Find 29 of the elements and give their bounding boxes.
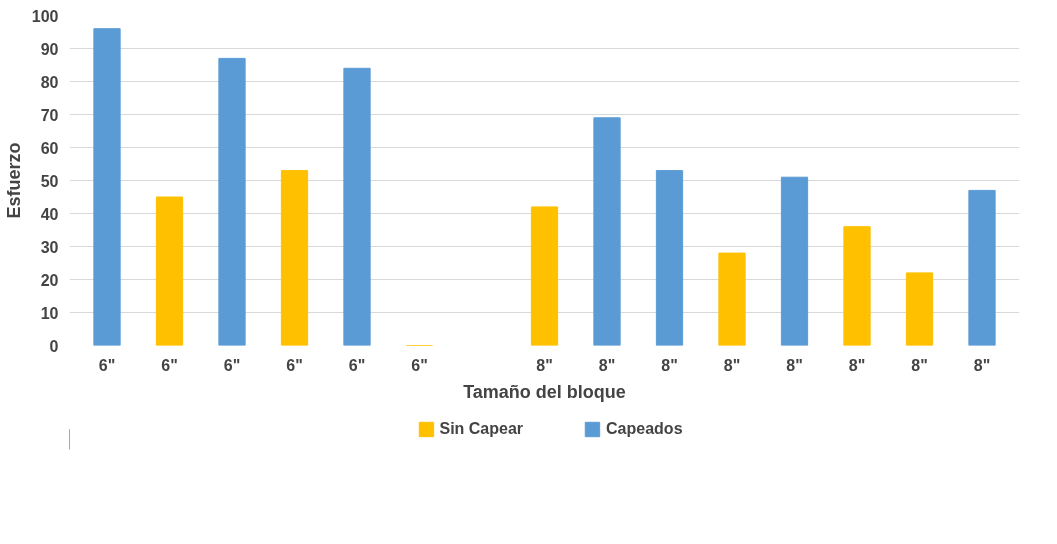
x-tick-label: 6" xyxy=(98,356,116,374)
x-tick-label: 8" xyxy=(973,356,991,374)
y-tick-label: 90 xyxy=(40,40,59,58)
x-tick-label: 6" xyxy=(348,356,366,374)
y-tick-label: 30 xyxy=(40,238,59,256)
x-tick-label: 6" xyxy=(223,356,241,374)
y-tick-label: 70 xyxy=(40,106,59,124)
x-tick-label: 8" xyxy=(723,356,741,374)
y-tick-label: 60 xyxy=(40,139,59,157)
y-tick-label: 80 xyxy=(40,73,59,91)
legend-label: Sin Capear xyxy=(439,420,524,438)
y-axis-title: Esfuerzo xyxy=(3,142,24,219)
y-tick-label: 40 xyxy=(40,205,59,223)
legend-label: Capeados xyxy=(606,420,683,438)
x-axis-title: Tamaño del bloque xyxy=(463,381,626,402)
x-tick-label: 8" xyxy=(661,356,678,374)
y-tick-label: 50 xyxy=(40,172,59,190)
x-tick-label: 8" xyxy=(598,356,616,374)
x-tick-label: 8" xyxy=(786,356,803,374)
y-tick-label: 0 xyxy=(49,337,59,355)
x-tick-label: 6" xyxy=(161,356,178,374)
x-tick-label: 8" xyxy=(911,356,928,374)
x-tick-label: 6" xyxy=(411,356,428,374)
y-tick-label: 20 xyxy=(40,271,59,289)
x-tick-label: 8" xyxy=(848,356,866,374)
x-tick-label: 8" xyxy=(536,356,553,374)
x-tick-label: 6" xyxy=(286,356,303,374)
y-tick-label: 10 xyxy=(40,304,59,322)
y-tick-label: 100 xyxy=(31,7,59,25)
